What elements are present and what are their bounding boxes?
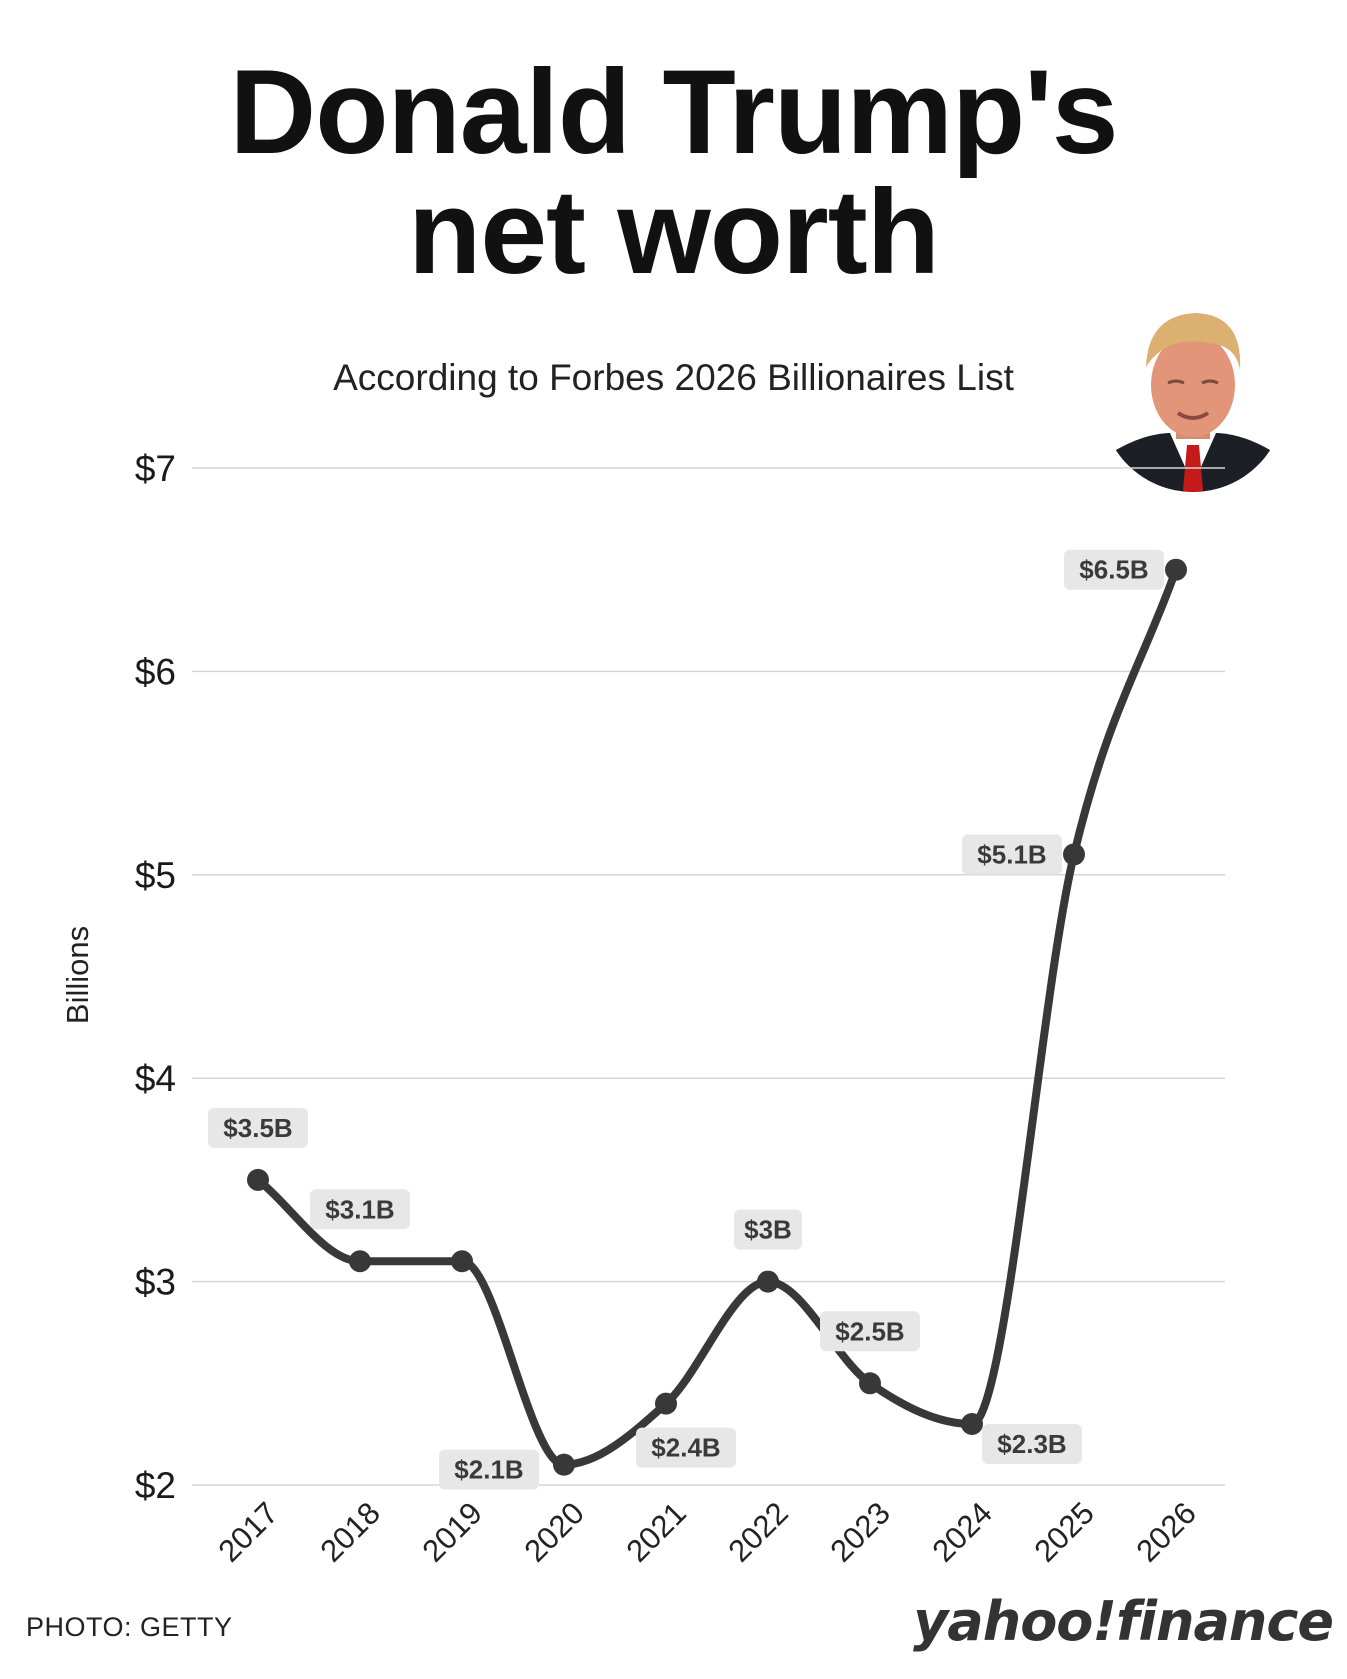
data-label-text: $3B bbox=[744, 1215, 792, 1245]
data-label-bg bbox=[820, 1311, 920, 1352]
data-label-text: $2.3B bbox=[997, 1429, 1066, 1459]
y-tick-label: $6 bbox=[135, 651, 176, 692]
chart-subtitle: According to Forbes 2026 Billionaires Li… bbox=[333, 357, 1014, 398]
x-tick-label-2019: 2019 bbox=[415, 1495, 489, 1569]
data-label-2025: $5.1B bbox=[962, 834, 1062, 875]
data-label-2018: $3.1B bbox=[310, 1189, 410, 1230]
data-label-text: $2.1B bbox=[454, 1455, 523, 1485]
data-label-bg bbox=[1064, 549, 1164, 590]
series-line bbox=[254, 565, 1180, 1469]
data-point-2025 bbox=[1063, 843, 1085, 866]
brand-main: yahoo bbox=[913, 1590, 1093, 1653]
data-point-2017 bbox=[247, 1168, 269, 1191]
brand-logo: yahoo!finance bbox=[913, 1590, 1334, 1653]
portrait-photo bbox=[1101, 308, 1283, 492]
data-label-bg bbox=[439, 1449, 539, 1490]
data-point-2019 bbox=[451, 1250, 473, 1273]
data-label-2022: $3B bbox=[734, 1209, 802, 1250]
data-point-2023 bbox=[859, 1372, 881, 1395]
data-point-2026 bbox=[1165, 558, 1187, 581]
data-label-2026: $6.5B bbox=[1064, 549, 1164, 590]
data-point-2020 bbox=[553, 1453, 575, 1476]
data-label-bg bbox=[636, 1427, 736, 1468]
x-tick-label-2023: 2023 bbox=[823, 1495, 897, 1569]
data-label-bg bbox=[208, 1107, 308, 1148]
x-tick-label-2024: 2024 bbox=[925, 1495, 999, 1569]
data-label-text: $2.5B bbox=[835, 1316, 904, 1346]
x-tick-label-2025: 2025 bbox=[1027, 1495, 1101, 1569]
x-tick-label-2018: 2018 bbox=[313, 1495, 387, 1569]
data-label-2024: $2.3B bbox=[982, 1423, 1082, 1464]
y-axis-label: Billions bbox=[60, 926, 95, 1024]
chart-title: Donald Trump's net worth bbox=[0, 52, 1347, 292]
data-label-bg bbox=[734, 1209, 802, 1250]
data-label-text: $2.4B bbox=[651, 1433, 720, 1463]
data-label-2020: $2.1B bbox=[439, 1449, 539, 1490]
title-line-2: net worth bbox=[408, 165, 940, 299]
data-label-text: $5.1B bbox=[977, 839, 1046, 869]
data-point-2022 bbox=[757, 1270, 779, 1293]
data-label-text: $6.5B bbox=[1079, 555, 1148, 585]
data-label-bg bbox=[962, 834, 1062, 875]
x-tick-label-2026: 2026 bbox=[1129, 1495, 1203, 1569]
data-label-text: $3.5B bbox=[223, 1113, 292, 1143]
brand-bang: ! bbox=[1092, 1590, 1117, 1653]
y-tick-label: $3 bbox=[135, 1262, 176, 1303]
data-point-2021 bbox=[655, 1392, 677, 1415]
data-point-2024 bbox=[961, 1412, 983, 1435]
title-line-1: Donald Trump's bbox=[229, 45, 1119, 179]
y-tick-label: $5 bbox=[135, 855, 176, 896]
data-point-2018 bbox=[349, 1250, 371, 1273]
photo-credit: PHOTO: GETTY bbox=[26, 1612, 233, 1642]
data-label-text: $3.1B bbox=[325, 1194, 394, 1224]
x-tick-label-2020: 2020 bbox=[517, 1495, 591, 1569]
x-tick-label-2021: 2021 bbox=[619, 1495, 693, 1569]
y-tick-label: $2 bbox=[135, 1465, 176, 1506]
data-label-2023: $2.5B bbox=[820, 1311, 920, 1352]
brand-suffix: finance bbox=[1116, 1590, 1334, 1653]
y-tick-label: $7 bbox=[135, 448, 176, 489]
data-label-2021: $2.4B bbox=[636, 1427, 736, 1468]
x-tick-label-2022: 2022 bbox=[721, 1495, 795, 1569]
data-label-bg bbox=[982, 1423, 1082, 1464]
y-tick-label: $4 bbox=[135, 1058, 176, 1099]
data-label-2017: $3.5B bbox=[208, 1107, 308, 1148]
data-label-bg bbox=[310, 1189, 410, 1230]
x-tick-label-2017: 2017 bbox=[211, 1495, 285, 1569]
